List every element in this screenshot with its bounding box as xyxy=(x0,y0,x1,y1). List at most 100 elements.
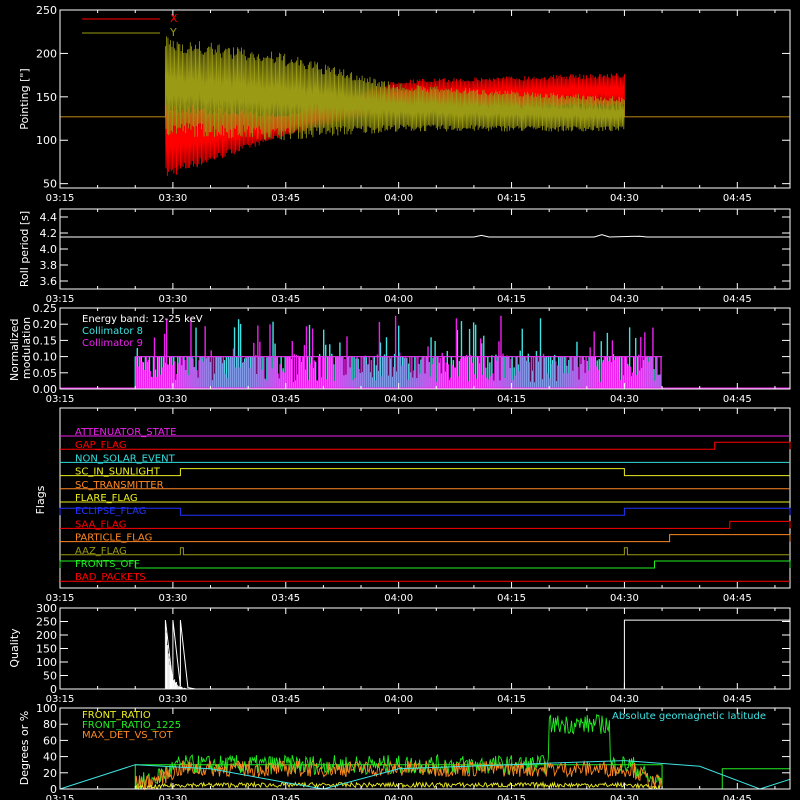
flag-label: SAA_FLAG xyxy=(75,519,126,530)
panel-modulation-frame xyxy=(59,307,791,390)
x-tick-label: 03:45 xyxy=(271,193,300,204)
panel-pointing-ticks: 03:15 03:30 03:45 04:00 04:15 04:30 04:45 50 100… xyxy=(36,4,790,204)
flag-label: ATTENUATOR_STATE xyxy=(75,427,176,438)
x-tick-label: 04:15 xyxy=(497,193,526,204)
flag-line xyxy=(59,560,791,569)
x-tick-label: 04:00 xyxy=(384,593,413,604)
x-tick-label: 03:15 xyxy=(46,593,75,604)
x-tick-label: 04:30 xyxy=(610,593,639,604)
x-tick-label: 04:15 xyxy=(497,394,526,405)
flag-label: NON_SOLAR_EVENT xyxy=(75,453,176,464)
roll-period-line xyxy=(60,234,790,238)
x-tick-label: 04:45 xyxy=(723,593,752,604)
x-tick-label: 03:45 xyxy=(271,294,300,305)
y-tick-label: 0.15 xyxy=(33,334,58,347)
ylabel-line-1: Normalized xyxy=(8,319,21,381)
flag-label: SC_IN_SUNLIGHT xyxy=(75,467,161,478)
x-tick-label: 04:30 xyxy=(610,193,639,204)
flag-line xyxy=(60,441,791,450)
y-tick-label: 50 xyxy=(43,670,57,683)
x-tick-label: 04:45 xyxy=(723,694,752,705)
y-tick-label: 20 xyxy=(43,767,57,780)
panel-pointing-ylabel: Pointing ["] xyxy=(18,68,31,129)
x-tick-label: 03:45 xyxy=(271,794,300,800)
legend-front-ratio-1225: FRONT_RATIO_1225 xyxy=(82,720,181,731)
x-tick-label: 04:00 xyxy=(384,694,413,705)
flag-line xyxy=(60,547,790,556)
x-tick-label: 03:30 xyxy=(158,294,187,305)
front-ratio-1225-line xyxy=(134,713,663,790)
x-tick-label: 04:30 xyxy=(610,694,639,705)
flag-label: FLARE_FLAG xyxy=(75,493,138,504)
panel-flags-frame xyxy=(59,407,791,589)
panel-flags-ylabel: Flags xyxy=(34,485,47,514)
y-tick-label: 50 xyxy=(43,178,57,191)
x-tick-label: 04:15 xyxy=(497,694,526,705)
panel-quality-data xyxy=(60,619,790,690)
flag-label: FRONTS_OFF xyxy=(75,559,140,570)
panel-ratios: 03:15 03:30 03:45 04:00 04:15 04:30 04:45 0 20 40… xyxy=(18,702,791,800)
x-tick-label: 04:45 xyxy=(723,394,752,405)
flag-label: GAP_FLAG xyxy=(75,440,127,451)
panel-quality-ticks: 03:15 03:30 03:45 04:00 04:15 04:30 04:45 05010… xyxy=(36,602,790,705)
x-tick-label: 03:15 xyxy=(46,193,75,204)
panel-quality: 03:15 03:30 03:45 04:00 04:15 04:30 04:45 05010… xyxy=(8,602,791,705)
y-tick-label: 150 xyxy=(36,643,57,656)
quality-line xyxy=(60,619,790,690)
panel-roll-ticks: 03:15 03:30 03:45 04:00 04:15 04:30 04:45 3.6 3.… xyxy=(40,209,790,305)
x-tick-label: 03:15 xyxy=(46,794,75,800)
x-tick-label: 04:45 xyxy=(723,794,752,800)
x-tick-label: 04:00 xyxy=(384,394,413,405)
panel-roll: 03:15 03:30 03:45 04:00 04:15 04:30 04:45 3.6 3.… xyxy=(18,208,791,305)
panel-pointing-data xyxy=(60,36,790,177)
y-tick-label: 200 xyxy=(36,47,57,60)
y-tick-label: 0.05 xyxy=(33,367,58,380)
x-tick-label: 04:30 xyxy=(610,394,639,405)
flag-label: ECLIPSE_FLAG xyxy=(75,506,146,517)
y-tick-label: 250 xyxy=(36,4,57,17)
panel-modulation: 03:15 03:30 03:45 04:00 04:15 04:30 04:45 0.00 0… xyxy=(8,302,791,405)
y-tick-label: 100 xyxy=(36,134,57,147)
y-tick-label: 0.20 xyxy=(33,318,58,331)
flag-line xyxy=(59,507,791,516)
legend-geomagnetic-latitude: Absolute geomagnetic latitude xyxy=(612,711,766,722)
x-tick-label: 04:00 xyxy=(384,193,413,204)
flag-line xyxy=(60,534,791,543)
flag-label: AAZ_FLAG xyxy=(75,546,127,557)
legend-front-ratio: FRONT_RATIO xyxy=(82,710,151,721)
panel-ratios-ylabel: Degrees or % xyxy=(18,711,31,785)
panel-ratios-frame xyxy=(59,707,791,790)
y-tick-label: 150 xyxy=(36,91,57,104)
panel-modulation-data xyxy=(60,315,790,389)
y-tick-label: 0 xyxy=(50,683,57,696)
flag-label: BAD_PACKETS xyxy=(75,572,146,583)
y-tick-label: 3.6 xyxy=(40,275,58,288)
y-tick-label: 60 xyxy=(43,734,57,747)
panel-modulation-ylabel: Normalized modulation xyxy=(8,315,33,381)
x-tick-label: 03:15 xyxy=(46,394,75,405)
y-tick-label: 3.8 xyxy=(40,259,58,272)
panel-flags: ATTENUATOR_STATE GAP_FLAG NON_SOLAR_EVENT S… xyxy=(34,407,791,604)
panel-roll-ylabel: Roll period [s] xyxy=(18,211,31,287)
y-tick-label: 4.0 xyxy=(40,243,58,256)
energy-band-annotation: Energy band: 12-25 keV xyxy=(82,314,203,325)
y-tick-label: 80 xyxy=(43,718,57,731)
x-tick-label: 04:15 xyxy=(497,794,526,800)
y-tick-label: 0.10 xyxy=(33,351,58,364)
ylabel-line-2: modulation xyxy=(20,317,33,379)
flag-line xyxy=(60,520,791,529)
x-tick-label: 04:30 xyxy=(610,794,639,800)
x-tick-label: 04:30 xyxy=(610,294,639,305)
panel-quality-ylabel: Quality xyxy=(8,628,21,668)
panel-flags-ticks: 03:15 03:30 03:45 04:00 04:15 04:30 04:45 xyxy=(46,408,776,604)
x-tick-label: 04:45 xyxy=(723,294,752,305)
x-tick-label: 04:15 xyxy=(497,294,526,305)
x-tick-label: 04:45 xyxy=(723,193,752,204)
panel-pointing-frame xyxy=(59,9,791,189)
panel-pointing: 03:15 03:30 03:45 04:00 04:15 04:30 04:45 50 100… xyxy=(18,4,791,204)
y-tick-label: 0 xyxy=(50,783,57,796)
y-tick-label: 200 xyxy=(36,629,57,642)
x-tick-label: 03:15 xyxy=(46,294,75,305)
legend-collimator-9: Collimator 9 xyxy=(82,338,143,349)
